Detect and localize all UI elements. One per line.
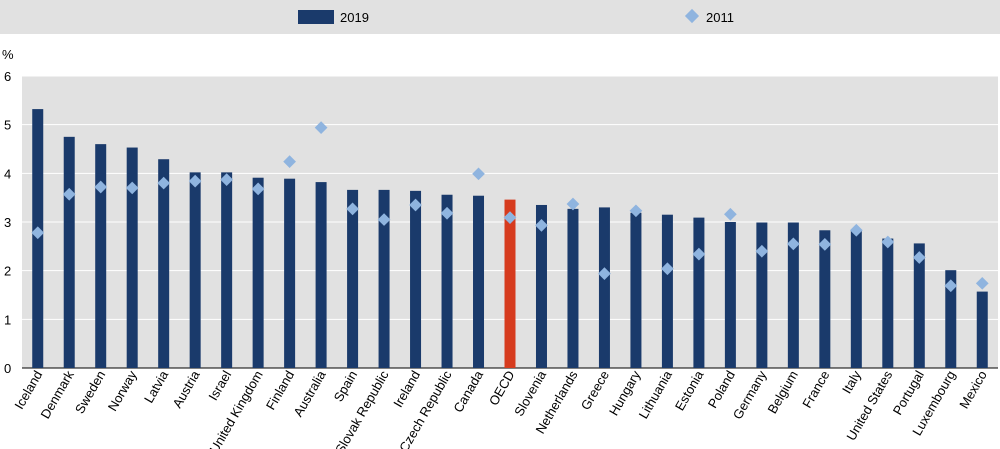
bar-2019 <box>630 212 642 368</box>
x-tick-label: Iceland <box>11 368 45 412</box>
x-tick-label: Spain <box>331 368 361 404</box>
marker-2011 <box>31 226 45 240</box>
y-axis-label: % <box>2 47 14 62</box>
y-tick-label: 3 <box>4 215 11 230</box>
marker-2011 <box>346 202 359 216</box>
bars-2019 <box>32 109 988 369</box>
bar-2019 <box>126 147 138 368</box>
marker-2011 <box>440 206 454 220</box>
y-tick-label: 1 <box>4 312 11 327</box>
bar-2019 <box>473 195 485 368</box>
legend-label-2011: 2011 <box>706 10 734 25</box>
bar-2019 <box>661 214 673 368</box>
marker-2011 <box>472 167 485 181</box>
x-tick-label: Canada <box>450 367 486 415</box>
x-tick-label: France <box>799 368 832 411</box>
x-tick-label: Austria <box>170 367 204 410</box>
x-tick-label: OECD <box>486 368 518 408</box>
marker-2011 <box>283 155 296 169</box>
marker-2011 <box>251 182 265 196</box>
bar-2019 <box>504 199 516 368</box>
x-tick-label: Norway <box>105 368 140 414</box>
legend-band <box>0 0 1000 34</box>
bar-2019 <box>284 178 296 368</box>
bar-2019 <box>882 238 894 368</box>
bar-2019 <box>441 194 453 368</box>
bar-2019 <box>819 230 831 368</box>
x-tick-label: Sweden <box>72 368 108 416</box>
bar-2019 <box>945 270 957 368</box>
bar-2019 <box>221 172 233 368</box>
bar-2019 <box>850 230 862 368</box>
y-tick-labels: 0 1 2 3 4 5 6 <box>4 69 11 376</box>
y-tick-label: 5 <box>4 118 11 133</box>
x-tick-label: Latvia <box>141 367 172 405</box>
y-tick-label: 0 <box>4 361 11 376</box>
marker-2011 <box>62 187 76 201</box>
legend-label-2019: 2019 <box>340 10 369 25</box>
y-tick-label: 4 <box>4 166 11 181</box>
marker-2011 <box>157 176 171 190</box>
x-tick-label: Greece <box>578 368 612 412</box>
x-tick-label: Finland <box>263 368 297 412</box>
bar-2019 <box>189 172 201 368</box>
marker-2011 <box>94 180 108 194</box>
y-tick-label: 2 <box>4 264 11 279</box>
x-tick-label: Poland <box>705 368 738 411</box>
legend: 2019 2011 <box>298 8 734 25</box>
bar-2019 <box>95 144 107 368</box>
marker-2011 <box>377 213 391 226</box>
bar-2019 <box>378 189 390 368</box>
bar-2019 <box>315 182 327 368</box>
bar-2019 <box>347 189 359 368</box>
bar-2019 <box>787 222 799 368</box>
bar-2019 <box>693 217 705 368</box>
legend-marker-2011 <box>684 8 700 24</box>
marker-2011 <box>188 174 202 188</box>
bar-2019 <box>756 222 768 368</box>
bar-2019 <box>158 159 170 368</box>
bar-2019 <box>567 208 579 368</box>
x-tick-label: Mexico <box>956 368 990 411</box>
bar-2019 <box>410 190 422 368</box>
bar-2019 <box>913 243 925 368</box>
x-tick-label: Ireland <box>390 368 423 410</box>
bar-2019 <box>252 177 264 368</box>
x-tick-label: Belgium <box>764 368 800 416</box>
x-tick-label: Israel <box>205 368 234 403</box>
x-tick-label: Italy <box>839 368 864 397</box>
marker-2011 <box>314 121 328 134</box>
legend-swatch-2019 <box>298 10 334 24</box>
x-tick-label: Estonia <box>672 367 707 413</box>
bar-2019 <box>535 204 547 368</box>
bar-2019 <box>598 207 610 368</box>
bar-2019 <box>976 291 988 368</box>
marker-2011 <box>220 173 234 187</box>
bar-2019 <box>724 222 736 368</box>
bar-2019 <box>63 136 75 368</box>
marker-2011 <box>409 198 422 212</box>
y-tick-label: 6 <box>4 69 11 84</box>
